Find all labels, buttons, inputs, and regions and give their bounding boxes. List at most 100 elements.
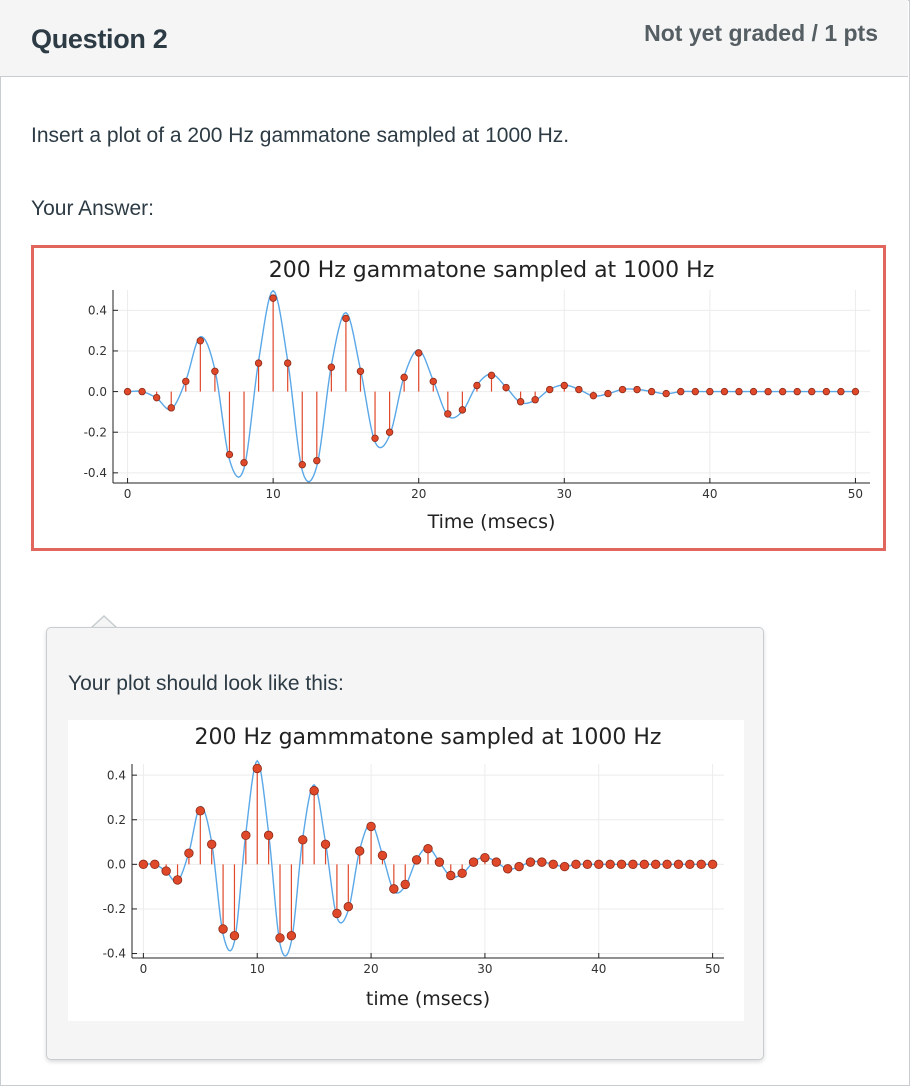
y-tick-label: 0.0: [88, 385, 107, 399]
x-axis-label: time (msecs): [366, 988, 490, 1010]
x-tick-label: 50: [848, 487, 863, 501]
answer-label: Your Answer:: [31, 197, 154, 220]
sample-point: [218, 924, 228, 934]
sample-point: [400, 373, 408, 382]
sample-point: [706, 387, 714, 396]
sample-point: [366, 821, 376, 832]
expected-answer-popover: Your plot should look like this: 0 10 20 30…: [46, 627, 764, 1060]
sample-point: [167, 404, 175, 412]
sample-point: [650, 859, 661, 870]
sample-point: [525, 857, 536, 867]
sample-point: [618, 385, 627, 394]
sample-point: [385, 428, 394, 436]
question-points: Not yet graded / 1 pts: [644, 20, 878, 46]
sample-point: [537, 857, 547, 867]
sample-point: [531, 396, 539, 404]
sample-point: [320, 839, 331, 849]
x-tick-label: 30: [477, 962, 492, 976]
sample-point: [633, 385, 641, 394]
sample-point: [793, 387, 801, 396]
sample-point: [502, 864, 513, 874]
sample-point: [240, 458, 248, 467]
sample-point: [356, 367, 365, 375]
sample-point: [152, 393, 161, 402]
sample-point: [434, 857, 445, 867]
y-tick-label: -0.4: [103, 947, 126, 961]
sample-point: [628, 859, 638, 870]
sample-point: [332, 908, 342, 919]
sample-point: [161, 866, 171, 876]
sample-point: [707, 859, 718, 870]
sample-point: [229, 931, 240, 941]
reference-chart: 0 10 20 30 40 50 0.4 0.2 0.0 -0.2 -0.4 200 Hz gammm…: [103, 725, 724, 1010]
sample-point: [837, 387, 845, 396]
popover-text: Your plot should look like this:: [68, 672, 344, 695]
sample-point: [298, 835, 308, 845]
sample-point: [571, 859, 581, 870]
sample-point: [429, 377, 437, 386]
sample-point: [851, 387, 860, 396]
sample-point: [502, 383, 510, 392]
sample-point: [327, 363, 336, 371]
x-tick-label: 10: [265, 487, 280, 501]
question-title: Question 2: [31, 24, 168, 54]
sample-point: [309, 786, 319, 796]
x-tick-label: 20: [363, 962, 378, 976]
sample-point: [491, 857, 502, 867]
sample-point: [647, 387, 656, 396]
sample-point: [677, 387, 685, 396]
sample-point: [749, 387, 758, 396]
sample-point: [457, 868, 467, 878]
sample-point: [184, 848, 194, 858]
sample-point: [150, 859, 160, 870]
y-tick-label: 0.4: [107, 768, 126, 782]
sample-point: [138, 387, 146, 396]
sample-point: [275, 933, 285, 943]
reference-plot: 0 10 20 30 40 50 0.4 0.2 0.0 -0.2 -0.4 200 Hz gammm…: [68, 720, 744, 1021]
sample-point: [662, 389, 670, 398]
sample-point: [389, 884, 399, 894]
sample-point: [269, 294, 277, 302]
x-tick-label: 50: [705, 962, 720, 976]
sample-point: [354, 846, 365, 856]
y-tick-label: -0.4: [84, 466, 107, 480]
sample-point: [560, 381, 568, 390]
sample-point: [400, 879, 410, 890]
sample-point: [639, 859, 650, 870]
question-header: Question 2 Not yet graded / 1 pts: [0, 0, 908, 77]
sample-point: [480, 852, 490, 863]
popover-pointer-inner: [91, 617, 117, 629]
sample-point: [286, 931, 297, 941]
sample-point: [241, 830, 251, 841]
sample-point: [735, 387, 743, 396]
sample-point: [211, 367, 219, 375]
sample-point: [123, 387, 132, 396]
sample-point: [764, 387, 772, 396]
x-tick-label: 0: [140, 962, 148, 976]
sample-point: [662, 859, 672, 870]
question-prompt: Insert a plot of a 200 Hz gammatone samp…: [31, 124, 570, 147]
sample-point: [822, 387, 831, 396]
sample-point: [468, 857, 479, 867]
sample-point: [283, 359, 292, 367]
sample-point: [594, 859, 604, 870]
y-tick-label: 0.2: [107, 813, 126, 827]
sample-point: [720, 387, 729, 396]
sample-point: [808, 387, 816, 396]
x-tick-label: 30: [557, 487, 572, 501]
sample-point: [371, 434, 379, 443]
x-tick-label: 10: [250, 962, 265, 976]
y-tick-label: 0.0: [107, 858, 126, 872]
x-tick-label: 0: [124, 487, 132, 501]
sample-point: [411, 855, 422, 865]
sample-point: [696, 859, 706, 870]
sample-point: [546, 385, 554, 394]
sample-point: [582, 859, 593, 870]
sample-point: [559, 861, 570, 872]
sample-point: [254, 359, 263, 367]
sample-point: [196, 337, 205, 345]
sample-point: [778, 387, 787, 396]
y-tick-label: 0.2: [88, 344, 107, 358]
chart-title: 200 Hz gammmatone sampled at 1000 Hz: [195, 725, 662, 750]
sample-point: [138, 859, 149, 870]
